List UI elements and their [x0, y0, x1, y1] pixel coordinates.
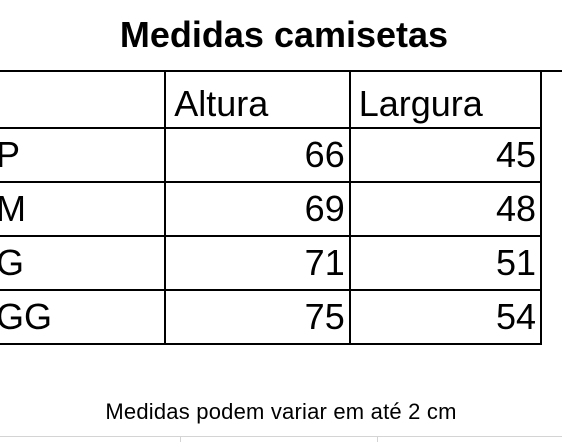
- size-cell: G: [0, 235, 167, 291]
- gridline: [180, 437, 181, 442]
- largura-cell: 54: [348, 289, 543, 345]
- table-row: M 69 48: [0, 181, 543, 237]
- largura-cell: 48: [348, 181, 543, 237]
- size-cell: GG: [0, 289, 167, 345]
- table-row: P 66 45: [0, 127, 543, 183]
- altura-cell: 75: [164, 289, 351, 345]
- spreadsheet-gridlines: [0, 436, 562, 442]
- largura-cell: 45: [348, 127, 543, 183]
- size-cell: P: [0, 127, 167, 183]
- size-table: Altura Largura P 66 45 M 69 48 G 71 51 G…: [0, 70, 543, 345]
- altura-cell: 69: [164, 181, 351, 237]
- largura-cell: 51: [348, 235, 543, 291]
- altura-cell: 66: [164, 127, 351, 183]
- table-header-row: Altura Largura: [0, 70, 543, 129]
- footnote: Medidas podem variar em até 2 cm: [105, 399, 457, 424]
- size-cell: M: [0, 181, 167, 237]
- table-row: GG 75 54: [0, 289, 543, 345]
- gridline: [377, 437, 378, 442]
- header-cell-size: [0, 70, 167, 129]
- altura-cell: 71: [164, 235, 351, 291]
- table-row: G 71 51: [0, 235, 543, 291]
- header-cell-altura: Altura: [164, 70, 351, 129]
- page-title: Medidas camisetas: [0, 0, 562, 72]
- header-cell-largura: Largura: [348, 70, 543, 129]
